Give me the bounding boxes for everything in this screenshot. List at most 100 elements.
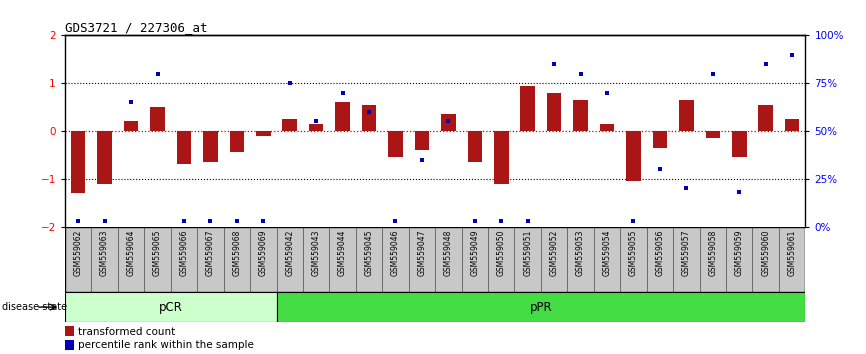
Point — [283, 80, 297, 86]
Bar — [329, 227, 356, 292]
Bar — [673, 227, 700, 292]
Point — [494, 218, 508, 224]
Bar — [435, 227, 462, 292]
Bar — [547, 93, 561, 131]
Point — [256, 218, 270, 224]
Text: GSM559055: GSM559055 — [629, 229, 638, 276]
Bar — [732, 131, 746, 157]
Text: GSM559065: GSM559065 — [153, 229, 162, 276]
Bar — [514, 227, 541, 292]
Text: pCR: pCR — [158, 301, 183, 314]
Bar — [276, 227, 303, 292]
Point — [547, 61, 561, 67]
Text: percentile rank within the sample: percentile rank within the sample — [79, 341, 255, 350]
Text: GDS3721 / 227306_at: GDS3721 / 227306_at — [65, 21, 208, 34]
Bar — [171, 227, 197, 292]
Point — [124, 99, 138, 105]
Point — [653, 166, 667, 172]
Bar — [282, 119, 297, 131]
Point — [177, 218, 191, 224]
Bar — [647, 227, 673, 292]
Point — [336, 90, 350, 96]
Bar — [653, 131, 667, 148]
Bar — [65, 326, 74, 336]
Text: GSM559048: GSM559048 — [444, 229, 453, 275]
Text: GSM559056: GSM559056 — [656, 229, 664, 276]
Text: GSM559045: GSM559045 — [365, 229, 373, 276]
Bar — [679, 100, 694, 131]
Bar — [726, 227, 753, 292]
Text: GSM559068: GSM559068 — [232, 229, 242, 275]
Text: GSM559057: GSM559057 — [682, 229, 691, 276]
Bar — [229, 131, 244, 153]
Bar — [626, 131, 641, 181]
Text: GSM559059: GSM559059 — [734, 229, 744, 276]
Point — [98, 218, 112, 224]
Bar — [620, 227, 647, 292]
Point — [415, 157, 429, 162]
Text: pPR: pPR — [530, 301, 553, 314]
Point — [229, 218, 243, 224]
Point — [442, 119, 456, 124]
Bar — [779, 227, 805, 292]
Text: GSM559052: GSM559052 — [550, 229, 559, 275]
Bar — [356, 227, 382, 292]
Bar — [303, 227, 329, 292]
Point — [309, 119, 323, 124]
Bar — [468, 131, 482, 162]
Text: GSM559067: GSM559067 — [206, 229, 215, 276]
Bar — [759, 105, 773, 131]
Bar — [753, 227, 779, 292]
Bar — [250, 227, 276, 292]
Bar — [65, 227, 92, 292]
Point — [468, 218, 481, 224]
Point — [520, 218, 534, 224]
Bar — [309, 124, 323, 131]
Text: GSM559058: GSM559058 — [708, 229, 717, 275]
Point — [71, 218, 85, 224]
Point — [733, 189, 746, 195]
Point — [759, 61, 772, 67]
Bar — [700, 227, 726, 292]
Bar — [177, 131, 191, 164]
Text: GSM559064: GSM559064 — [126, 229, 136, 276]
Bar — [204, 131, 217, 162]
Bar — [441, 114, 456, 131]
Text: GSM559051: GSM559051 — [523, 229, 533, 275]
Bar — [415, 131, 430, 150]
Bar — [488, 227, 514, 292]
Point — [706, 71, 720, 76]
Bar — [462, 227, 488, 292]
Text: GSM559042: GSM559042 — [285, 229, 294, 275]
Bar — [594, 227, 620, 292]
Bar — [197, 227, 223, 292]
Text: GSM559049: GSM559049 — [470, 229, 479, 276]
Bar — [541, 227, 567, 292]
Bar — [256, 131, 270, 136]
Text: GSM559066: GSM559066 — [179, 229, 189, 276]
Point — [362, 109, 376, 115]
Bar — [520, 86, 535, 131]
Bar — [65, 292, 276, 322]
Bar — [124, 121, 139, 131]
Text: GSM559054: GSM559054 — [603, 229, 611, 276]
Point — [204, 218, 217, 224]
Point — [573, 71, 587, 76]
Text: transformed count: transformed count — [79, 327, 176, 337]
Bar — [600, 124, 614, 131]
Bar — [567, 227, 594, 292]
Text: GSM559060: GSM559060 — [761, 229, 770, 276]
Bar — [785, 119, 799, 131]
Bar — [65, 340, 74, 350]
Bar — [362, 105, 377, 131]
Text: GSM559044: GSM559044 — [338, 229, 347, 276]
Text: GSM559062: GSM559062 — [74, 229, 82, 275]
Bar — [71, 131, 86, 193]
Text: GSM559043: GSM559043 — [312, 229, 320, 276]
Text: GSM559063: GSM559063 — [100, 229, 109, 276]
Bar — [145, 227, 171, 292]
Point — [151, 71, 165, 76]
Point — [680, 185, 694, 191]
Text: GSM559069: GSM559069 — [259, 229, 268, 276]
Bar — [409, 227, 435, 292]
